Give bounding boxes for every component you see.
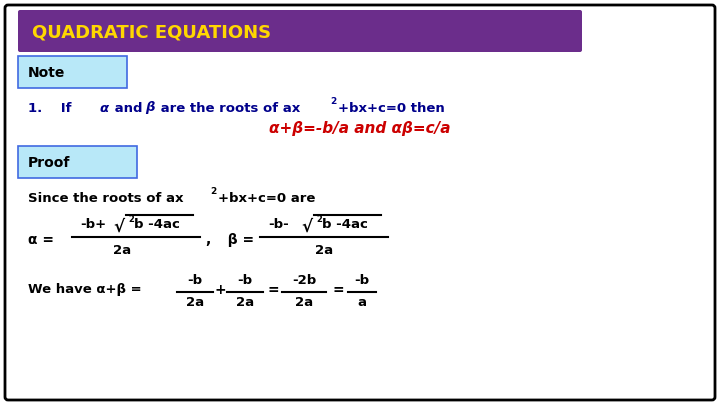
Text: =: = bbox=[332, 283, 344, 297]
Text: β: β bbox=[145, 102, 155, 115]
Text: QUADRATIC EQUATIONS: QUADRATIC EQUATIONS bbox=[32, 24, 271, 42]
Text: 2a: 2a bbox=[315, 243, 333, 256]
Text: √: √ bbox=[113, 218, 124, 236]
FancyBboxPatch shape bbox=[18, 56, 127, 88]
Text: Since the roots of ax: Since the roots of ax bbox=[28, 192, 184, 205]
Text: +bx+c=0 then: +bx+c=0 then bbox=[338, 102, 445, 115]
Text: -b: -b bbox=[187, 273, 202, 286]
Text: b -4ac: b -4ac bbox=[134, 219, 180, 232]
Text: -b+: -b+ bbox=[80, 219, 106, 232]
Text: 2: 2 bbox=[330, 96, 336, 105]
Text: Note: Note bbox=[28, 66, 66, 80]
Text: -b-: -b- bbox=[268, 219, 289, 232]
Text: α =: α = bbox=[28, 233, 59, 247]
FancyBboxPatch shape bbox=[5, 5, 715, 400]
Text: 2a: 2a bbox=[186, 296, 204, 309]
Text: 2a: 2a bbox=[113, 243, 131, 256]
Text: b -4ac: b -4ac bbox=[322, 219, 368, 232]
Text: are the roots of ax: are the roots of ax bbox=[156, 102, 300, 115]
Text: -b: -b bbox=[354, 273, 369, 286]
Text: Proof: Proof bbox=[28, 156, 71, 170]
Text: ,: , bbox=[205, 233, 210, 247]
FancyBboxPatch shape bbox=[18, 146, 137, 178]
Text: 2: 2 bbox=[210, 186, 216, 196]
FancyBboxPatch shape bbox=[18, 10, 582, 52]
Text: α: α bbox=[100, 102, 109, 115]
Text: a: a bbox=[358, 296, 366, 309]
Text: -b: -b bbox=[238, 273, 253, 286]
Text: +: + bbox=[214, 283, 226, 297]
Text: =: = bbox=[267, 283, 279, 297]
Text: +bx+c=0 are: +bx+c=0 are bbox=[218, 192, 315, 205]
Text: We have α+β =: We have α+β = bbox=[28, 284, 146, 296]
Text: -2b: -2b bbox=[292, 273, 316, 286]
Text: α+β=-b/a and αβ=c/a: α+β=-b/a and αβ=c/a bbox=[269, 121, 451, 136]
Text: 2a: 2a bbox=[295, 296, 313, 309]
Text: 2: 2 bbox=[316, 215, 322, 224]
Text: 2a: 2a bbox=[236, 296, 254, 309]
Text: and: and bbox=[110, 102, 147, 115]
Text: β =: β = bbox=[218, 233, 259, 247]
Text: 1.    If: 1. If bbox=[28, 102, 76, 115]
Text: 2: 2 bbox=[128, 215, 134, 224]
Text: √: √ bbox=[301, 218, 312, 236]
